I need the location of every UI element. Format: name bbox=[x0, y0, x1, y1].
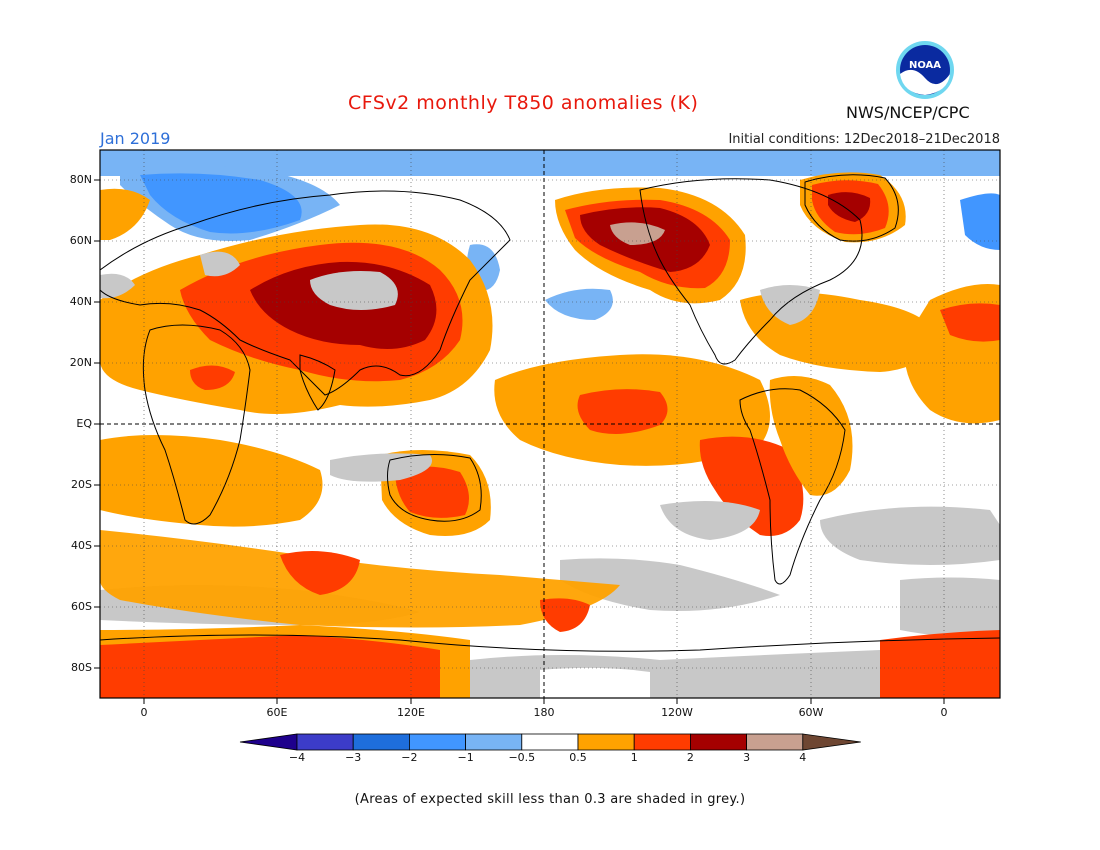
gridlines bbox=[100, 150, 1000, 698]
colorbar-label: 1 bbox=[630, 751, 638, 764]
colorbar-segment bbox=[690, 733, 748, 751]
eurasia-outline bbox=[100, 190, 511, 396]
warm-southern-indian-spot bbox=[280, 551, 360, 595]
lon-label-180: 180 bbox=[533, 706, 555, 719]
india-outline bbox=[299, 354, 336, 411]
colorbar-label: 3 bbox=[743, 751, 751, 764]
lat-label-eq: EQ bbox=[76, 417, 92, 430]
lat-label-20n: 20N bbox=[69, 356, 92, 369]
lon-label-60e: 60E bbox=[266, 706, 288, 719]
colorbar-label: −4 bbox=[288, 751, 306, 764]
antarctica-outline bbox=[100, 634, 1000, 652]
colorbar-segment bbox=[521, 733, 579, 751]
colorbar-segment bbox=[465, 733, 523, 751]
north-america-outline bbox=[639, 178, 863, 365]
grey-west-europe bbox=[100, 273, 135, 299]
warm-central-pacific bbox=[577, 389, 668, 434]
colorbar-label: −0.5 bbox=[508, 751, 536, 764]
lat-label-80n: 80N bbox=[69, 173, 92, 186]
lon-label-0: 0 bbox=[140, 706, 148, 719]
grey-south-pacific-east bbox=[660, 501, 760, 540]
greenland-outline bbox=[804, 174, 899, 242]
warm-south-atlantic-indian bbox=[100, 435, 323, 527]
colorbar-segment bbox=[352, 733, 410, 751]
grey-southern-ocean-east bbox=[900, 577, 1000, 637]
blue-anomaly-siberia-core bbox=[140, 173, 302, 234]
skill-footnote: (Areas of expected skill less than 0.3 a… bbox=[354, 792, 746, 807]
colorbar-label: 4 bbox=[799, 751, 807, 764]
initial-conditions: Initial conditions: 12Dec2018–21Dec2018 bbox=[728, 132, 1000, 147]
lat-label-80s: 80S bbox=[71, 661, 92, 674]
lon-label-120w: 120W bbox=[661, 706, 693, 719]
svg-text:NOAA: NOAA bbox=[909, 60, 941, 71]
blue-anomaly-greenland-edge bbox=[960, 193, 1000, 250]
blue-anomaly-pacific bbox=[545, 288, 613, 320]
colorbar-segment bbox=[408, 733, 466, 751]
colorbar-label: −2 bbox=[401, 751, 418, 764]
agency-label: NWS/NCEP/CPC bbox=[846, 103, 970, 122]
forecast-month: Jan 2019 bbox=[100, 129, 171, 148]
chart-title: CFSv2 monthly T850 anomalies (K) bbox=[348, 92, 699, 114]
lon-label-60w: 60W bbox=[798, 706, 824, 719]
grey-mongolia bbox=[310, 271, 398, 310]
warm-antarctica-east bbox=[880, 630, 1000, 698]
lat-label-20s: 20S bbox=[71, 478, 92, 491]
colorbar-label: −3 bbox=[345, 751, 362, 764]
grey-east-canada bbox=[760, 285, 820, 325]
colorbar-segment bbox=[746, 733, 804, 751]
lat-label-40n: 40N bbox=[69, 295, 92, 308]
grey-southern-ocean-pacific bbox=[560, 558, 780, 611]
warm-south-america bbox=[769, 376, 853, 496]
colorbar-arrow-right bbox=[802, 733, 861, 751]
warm-iberia bbox=[940, 303, 1000, 342]
colorbar-arrow-left bbox=[239, 733, 298, 751]
warm-arabia bbox=[190, 365, 235, 390]
colorbar-segment bbox=[633, 733, 691, 751]
lon-label-120e: 120E bbox=[397, 706, 425, 719]
tick-marks bbox=[94, 179, 945, 704]
colorbar-label: 0.5 bbox=[569, 751, 587, 764]
lat-label-40s: 40S bbox=[71, 539, 92, 552]
noaa-logo: NOAA bbox=[896, 41, 954, 99]
grey-south-atlantic bbox=[820, 506, 1000, 565]
warm-europe-north bbox=[100, 188, 150, 240]
warm-antarctica-west bbox=[100, 635, 440, 698]
grey-indian-ocean bbox=[330, 453, 432, 482]
africa-outline bbox=[142, 324, 251, 525]
warm-australia-core bbox=[395, 466, 469, 518]
australia-outline bbox=[387, 453, 482, 522]
colorbar-segment bbox=[296, 733, 354, 751]
hot-greenland bbox=[828, 192, 871, 222]
lon-label-0-east: 0 bbox=[940, 706, 948, 719]
coastlines bbox=[100, 174, 1000, 652]
colorbar-label: −1 bbox=[457, 751, 474, 764]
colorbar-segments bbox=[239, 733, 861, 751]
lat-label-60n: 60N bbox=[69, 234, 92, 247]
warm-southern-ocean-band bbox=[100, 530, 620, 628]
colorbar-label: 2 bbox=[686, 751, 694, 764]
white-antarctica-patch bbox=[540, 667, 650, 698]
south-america-outline bbox=[739, 388, 846, 585]
grey-east-europe bbox=[200, 251, 240, 277]
lat-label-60s: 60S bbox=[71, 600, 92, 613]
warm-south-america-west bbox=[699, 436, 804, 536]
colorbar-segment bbox=[577, 733, 635, 751]
